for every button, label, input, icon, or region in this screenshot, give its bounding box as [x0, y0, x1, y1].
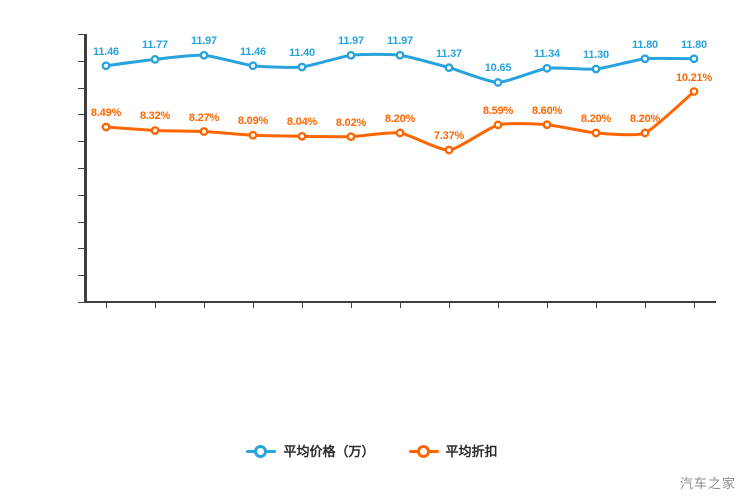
x-axis-tick: [547, 303, 548, 308]
x-axis: [84, 301, 716, 303]
x-axis-tick: [351, 303, 352, 308]
y-axis-tick: [78, 141, 84, 143]
data-point-marker: [591, 64, 601, 74]
data-label: 8.32%: [139, 110, 171, 123]
data-point-marker: [101, 61, 111, 71]
data-label: 11.46: [240, 45, 266, 58]
data-label: 11.46: [93, 45, 119, 58]
x-axis-tick: [694, 303, 695, 308]
y-axis-tick: [78, 60, 84, 62]
data-label: 8.20%: [384, 112, 416, 125]
x-axis-tick: [596, 303, 597, 308]
data-label: 8.09%: [237, 115, 269, 128]
data-label: 11.80: [681, 38, 707, 51]
circle-line-marker-icon: [246, 444, 277, 458]
x-axis-tick: [449, 303, 450, 308]
y-axis-tick: [78, 302, 84, 303]
x-axis-tick: [204, 303, 205, 308]
data-label: 8.49%: [90, 106, 122, 119]
data-label: 8.02%: [335, 116, 367, 129]
y-axis-tick: [78, 275, 84, 277]
data-label: 11.40: [289, 46, 315, 59]
y-axis: [84, 34, 87, 302]
data-point-marker: [591, 128, 601, 138]
data-point-marker: [248, 130, 258, 140]
data-point-marker: [297, 131, 307, 141]
x-axis-tick: [400, 303, 401, 308]
legend-item-2[interactable]: 平均折扣: [408, 441, 498, 460]
data-point-marker: [444, 145, 454, 155]
legend-label: 平均折扣: [445, 444, 498, 459]
data-point-marker: [689, 87, 699, 96]
data-label: 11.80: [632, 38, 658, 51]
y-axis-tick: [78, 34, 84, 35]
legend-item-1[interactable]: 平均价格（万）: [246, 441, 375, 460]
data-label: 11.30: [583, 49, 609, 62]
data-label: 8.27%: [188, 111, 220, 124]
data-point-marker: [493, 120, 503, 130]
circle-line-marker-icon: [408, 444, 439, 458]
chart-legend: 平均价格（万） 平均折扣: [0, 441, 744, 460]
data-point-marker: [395, 128, 405, 138]
data-point-marker: [101, 122, 111, 132]
data-point-marker: [199, 50, 209, 60]
data-point-marker: [346, 50, 356, 60]
x-axis-tick: [498, 303, 499, 308]
data-point-marker: [689, 54, 699, 64]
data-label: 11.97: [191, 35, 217, 48]
data-label: 11.97: [387, 35, 413, 48]
data-point-marker: [640, 128, 650, 138]
data-label: 8.20%: [580, 112, 612, 125]
data-label: 8.60%: [531, 104, 563, 117]
data-label: 10.21%: [675, 71, 713, 84]
data-label: 11.97: [338, 35, 364, 48]
data-label: 7.37%: [433, 130, 465, 143]
data-point-marker: [150, 54, 160, 64]
data-point-marker: [395, 50, 405, 60]
data-label: 8.04%: [286, 116, 318, 129]
y-axis-tick: [78, 168, 84, 169]
data-point-marker: [248, 61, 258, 71]
data-point-marker: [542, 63, 552, 73]
data-point-marker: [542, 120, 552, 130]
data-label: 8.59%: [482, 104, 514, 117]
y-axis-tick: [78, 114, 84, 116]
x-axis-tick: [645, 303, 646, 308]
y-axis-tick: [78, 221, 84, 223]
data-label: 8.20%: [629, 112, 661, 125]
data-point-marker: [493, 78, 503, 87]
x-axis-tick: [253, 303, 254, 308]
data-point-marker: [640, 54, 650, 64]
watermark: 汽车之家: [679, 476, 736, 491]
legend-label: 平均价格（万）: [283, 444, 375, 459]
data-point-marker: [444, 63, 454, 73]
x-axis-tick: [155, 303, 156, 308]
data-point-marker: [199, 127, 209, 136]
x-axis-tick: [302, 303, 303, 308]
y-axis-tick: [78, 87, 84, 89]
data-point-marker: [346, 132, 356, 142]
data-label: 10.65: [484, 62, 512, 75]
data-label: 11.34: [534, 48, 560, 61]
y-axis-tick: [78, 248, 84, 250]
data-label: 11.37: [436, 47, 462, 60]
data-label: 11.77: [142, 39, 168, 52]
data-point-marker: [297, 62, 307, 72]
data-point-marker: [150, 126, 160, 135]
y-axis-tick: [78, 194, 84, 196]
x-axis-tick: [106, 303, 107, 308]
